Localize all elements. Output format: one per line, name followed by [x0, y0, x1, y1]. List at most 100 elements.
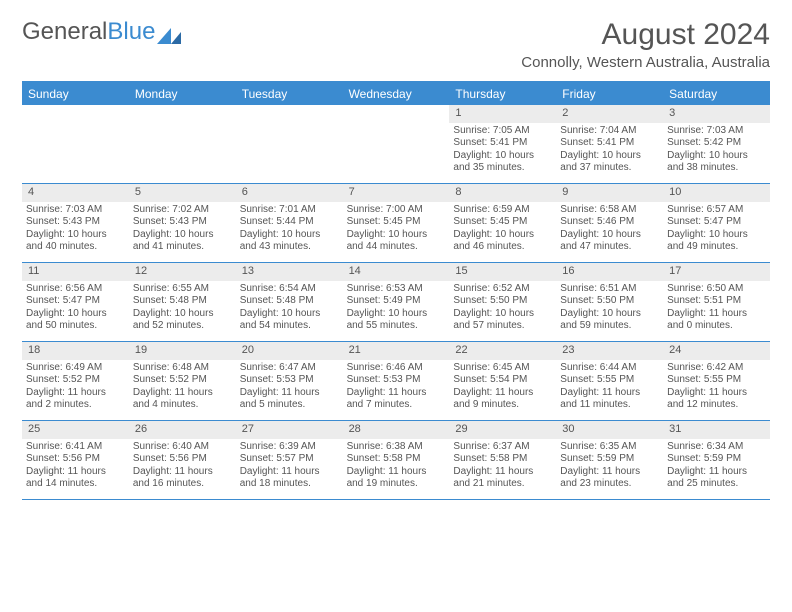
- sunrise-text: Sunrise: 7:05 AM: [453, 125, 552, 138]
- sunrise-text: Sunrise: 6:46 AM: [347, 362, 446, 375]
- day-number: 2: [556, 105, 663, 123]
- daylight-text: Daylight: 11 hours and 9 minutes.: [453, 387, 552, 412]
- sunset-text: Sunset: 5:50 PM: [453, 295, 552, 308]
- day-header: Saturday: [663, 83, 770, 105]
- day-number: 24: [663, 342, 770, 360]
- daylight-text: Daylight: 10 hours and 44 minutes.: [347, 229, 446, 254]
- day-cell: 13Sunrise: 6:54 AMSunset: 5:48 PMDayligh…: [236, 263, 343, 341]
- day-cell: 18Sunrise: 6:49 AMSunset: 5:52 PMDayligh…: [22, 342, 129, 420]
- sunrise-text: Sunrise: 6:52 AM: [453, 283, 552, 296]
- day-cell: 17Sunrise: 6:50 AMSunset: 5:51 PMDayligh…: [663, 263, 770, 341]
- sunset-text: Sunset: 5:45 PM: [347, 216, 446, 229]
- sunset-text: Sunset: 5:57 PM: [240, 453, 339, 466]
- day-cell: 7Sunrise: 7:00 AMSunset: 5:45 PMDaylight…: [343, 184, 450, 262]
- day-cell: 29Sunrise: 6:37 AMSunset: 5:58 PMDayligh…: [449, 421, 556, 499]
- daylight-text: Daylight: 10 hours and 57 minutes.: [453, 308, 552, 333]
- sunrise-text: Sunrise: 6:49 AM: [26, 362, 125, 375]
- daylight-text: Daylight: 10 hours and 41 minutes.: [133, 229, 232, 254]
- day-cell: 4Sunrise: 7:03 AMSunset: 5:43 PMDaylight…: [22, 184, 129, 262]
- sunset-text: Sunset: 5:54 PM: [453, 374, 552, 387]
- day-cell: 26Sunrise: 6:40 AMSunset: 5:56 PMDayligh…: [129, 421, 236, 499]
- day-cell: 16Sunrise: 6:51 AMSunset: 5:50 PMDayligh…: [556, 263, 663, 341]
- sunset-text: Sunset: 5:58 PM: [347, 453, 446, 466]
- day-cell: 9Sunrise: 6:58 AMSunset: 5:46 PMDaylight…: [556, 184, 663, 262]
- day-cell: 6Sunrise: 7:01 AMSunset: 5:44 PMDaylight…: [236, 184, 343, 262]
- day-number: 12: [129, 263, 236, 281]
- day-cell: 20 Sunrise: 6:47 AMSunset: 5:53 PMDayligh…: [236, 342, 343, 420]
- sunset-text: Sunset: 5:46 PM: [560, 216, 659, 229]
- day-cell: 19Sunrise: 6:48 AMSunset: 5:52 PMDayligh…: [129, 342, 236, 420]
- sunset-text: Sunset: 5:52 PM: [133, 374, 232, 387]
- sunset-text: Sunset: 5:48 PM: [133, 295, 232, 308]
- day-number: 14: [343, 263, 450, 281]
- day-cell: 28Sunrise: 6:38 AMSunset: 5:58 PMDayligh…: [343, 421, 450, 499]
- calendar-page: GeneralBlue August 2024 Connolly, Wester…: [0, 0, 792, 518]
- daylight-text: Daylight: 11 hours and 4 minutes.: [133, 387, 232, 412]
- sunset-text: Sunset: 5:47 PM: [26, 295, 125, 308]
- calendar: Sunday Monday Tuesday Wednesday Thursday…: [22, 81, 770, 500]
- sunset-text: Sunset: 5:55 PM: [560, 374, 659, 387]
- location: Connolly, Western Australia, Australia: [521, 54, 770, 71]
- daylight-text: Daylight: 11 hours and 25 minutes.: [667, 466, 766, 491]
- logo-icon: [157, 23, 181, 41]
- sunrise-text: Sunrise: 7:00 AM: [347, 204, 446, 217]
- sunrise-text: Sunrise: 6:42 AM: [667, 362, 766, 375]
- sunset-text: Sunset: 5:53 PM: [240, 374, 339, 387]
- sunset-text: Sunset: 5:43 PM: [26, 216, 125, 229]
- sunrise-text: Sunrise: 6:59 AM: [453, 204, 552, 217]
- day-number: 6: [236, 184, 343, 202]
- day-cell: [343, 105, 450, 183]
- day-number: 22: [449, 342, 556, 360]
- sunrise-text: Sunrise: 6:48 AM: [133, 362, 232, 375]
- week-row: 18Sunrise: 6:49 AMSunset: 5:52 PMDayligh…: [22, 342, 770, 421]
- day-number: 21: [343, 342, 450, 360]
- daylight-text: Daylight: 10 hours and 37 minutes.: [560, 150, 659, 175]
- day-number: 16: [556, 263, 663, 281]
- sunrise-text: Sunrise: 6:54 AM: [240, 283, 339, 296]
- sunrise-text: Sunrise: 7:03 AM: [667, 125, 766, 138]
- sunrise-text: Sunrise: 7:01 AM: [240, 204, 339, 217]
- day-cell: 10Sunrise: 6:57 AMSunset: 5:47 PMDayligh…: [663, 184, 770, 262]
- title-block: August 2024 Connolly, Western Australia,…: [521, 18, 770, 71]
- sunrise-text: Sunrise: 6:38 AM: [347, 441, 446, 454]
- day-cell: [236, 105, 343, 183]
- day-cell: 23Sunrise: 6:44 AMSunset: 5:55 PMDayligh…: [556, 342, 663, 420]
- day-number: 25: [22, 421, 129, 439]
- day-cell: 21Sunrise: 6:46 AMSunset: 5:53 PMDayligh…: [343, 342, 450, 420]
- daylight-text: Daylight: 11 hours and 5 minutes.: [240, 387, 339, 412]
- daylight-text: Daylight: 11 hours and 16 minutes.: [133, 466, 232, 491]
- logo: GeneralBlue: [22, 18, 181, 46]
- day-cell: [129, 105, 236, 183]
- sunrise-text: Sunrise: 6:55 AM: [133, 283, 232, 296]
- sunset-text: Sunset: 5:53 PM: [347, 374, 446, 387]
- day-header: Sunday: [22, 83, 129, 105]
- day-number: 20: [236, 342, 343, 360]
- sunrise-text: Sunrise: 6:51 AM: [560, 283, 659, 296]
- sunrise-text: Sunrise: 6:56 AM: [26, 283, 125, 296]
- day-number: 17: [663, 263, 770, 281]
- day-number: 15: [449, 263, 556, 281]
- day-number: 1: [449, 105, 556, 123]
- day-number: 27: [236, 421, 343, 439]
- day-header-row: Sunday Monday Tuesday Wednesday Thursday…: [22, 83, 770, 105]
- sunrise-text: Sunrise: 6:58 AM: [560, 204, 659, 217]
- daylight-text: Daylight: 11 hours and 12 minutes.: [667, 387, 766, 412]
- daylight-text: Daylight: 10 hours and 49 minutes.: [667, 229, 766, 254]
- sunset-text: Sunset: 5:49 PM: [347, 295, 446, 308]
- sunrise-text: Sunrise: 6:47 AM: [240, 362, 339, 375]
- day-number: 10: [663, 184, 770, 202]
- week-row: 11Sunrise: 6:56 AMSunset: 5:47 PMDayligh…: [22, 263, 770, 342]
- daylight-text: Daylight: 10 hours and 40 minutes.: [26, 229, 125, 254]
- daylight-text: Daylight: 10 hours and 43 minutes.: [240, 229, 339, 254]
- sunrise-text: Sunrise: 6:57 AM: [667, 204, 766, 217]
- logo-text-2: Blue: [107, 18, 155, 46]
- sunset-text: Sunset: 5:59 PM: [667, 453, 766, 466]
- day-cell: 5Sunrise: 7:02 AMSunset: 5:43 PMDaylight…: [129, 184, 236, 262]
- sunrise-text: Sunrise: 6:50 AM: [667, 283, 766, 296]
- day-header: Wednesday: [343, 83, 450, 105]
- sunrise-text: Sunrise: 6:37 AM: [453, 441, 552, 454]
- sunrise-text: Sunrise: 6:35 AM: [560, 441, 659, 454]
- sunrise-text: Sunrise: 6:34 AM: [667, 441, 766, 454]
- day-header: Friday: [556, 83, 663, 105]
- day-number: 8: [449, 184, 556, 202]
